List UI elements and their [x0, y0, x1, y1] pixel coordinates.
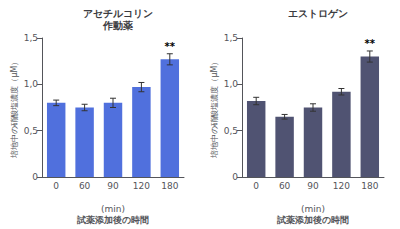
svg-text:(min): (min)	[301, 204, 325, 214]
svg-text:1,0: 1,0	[24, 79, 39, 89]
svg-text:120: 120	[333, 181, 350, 191]
svg-text:**: **	[365, 38, 376, 49]
svg-text:1,0: 1,0	[224, 79, 239, 89]
svg-text:(min): (min)	[101, 204, 125, 214]
svg-text:試薬添加後の時間: 試薬添加後の時間	[76, 215, 149, 225]
svg-text:0,5: 0,5	[24, 126, 38, 136]
svg-text:作動薬: 作動薬	[102, 20, 133, 31]
svg-text:0: 0	[253, 181, 259, 191]
svg-text:60: 60	[279, 181, 291, 191]
svg-text:培地中の硝酸塩濃度（μM）: 培地中の硝酸塩濃度（μM）	[210, 58, 219, 159]
svg-text:90: 90	[307, 181, 319, 191]
svg-text:0: 0	[32, 172, 38, 182]
svg-text:180: 180	[161, 181, 178, 191]
svg-text:アセチルコリン: アセチルコリン	[83, 8, 153, 19]
svg-text:試薬添加後の時間: 試薬添加後の時間	[276, 215, 349, 225]
svg-text:180: 180	[361, 181, 378, 191]
svg-text:0,5: 0,5	[224, 126, 238, 136]
svg-text:0: 0	[53, 181, 59, 191]
svg-text:0: 0	[232, 172, 238, 182]
svg-text:エストロゲン: エストロゲン	[288, 8, 348, 19]
svg-text:120: 120	[133, 181, 150, 191]
svg-text:**: **	[165, 41, 176, 52]
svg-text:90: 90	[107, 181, 119, 191]
svg-text:1,5: 1,5	[224, 33, 238, 43]
svg-text:60: 60	[79, 181, 91, 191]
svg-text:1,5: 1,5	[24, 33, 38, 43]
svg-text:培地中の硝酸塩濃度（μM）: 培地中の硝酸塩濃度（μM）	[10, 58, 19, 159]
